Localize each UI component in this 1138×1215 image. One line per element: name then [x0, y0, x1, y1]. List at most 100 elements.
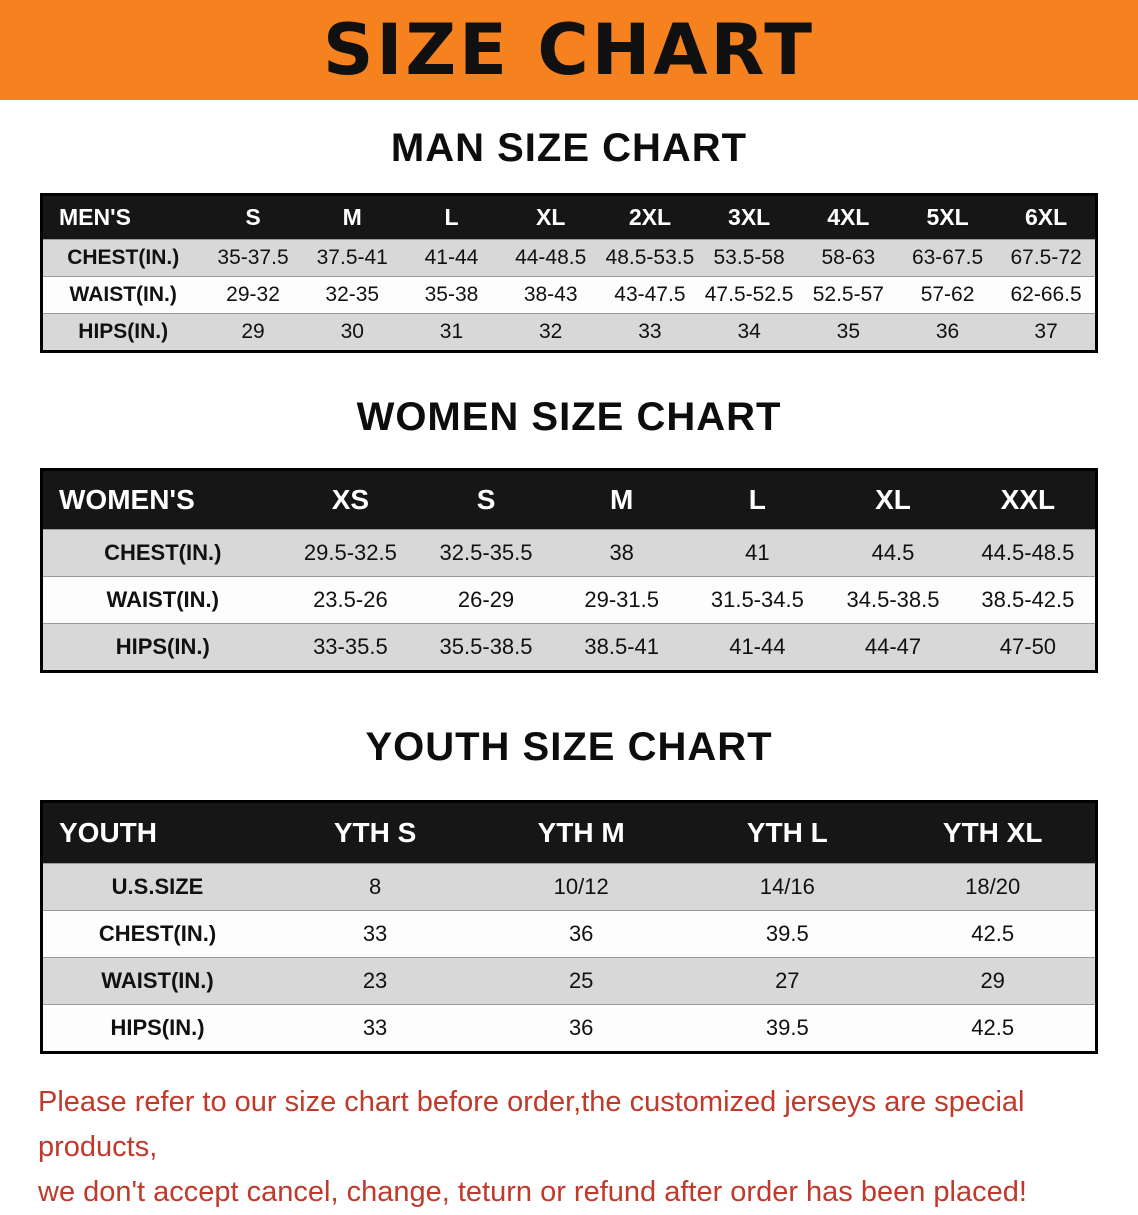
size-column-header: XXL	[960, 469, 1097, 530]
data-cell: 36	[568, 1015, 594, 1040]
row-label: HIPS(IN.)	[115, 634, 210, 659]
men-size-chart-table: MEN'S S M L XL 2XL 3XL 4XL 5XL 6XL CHEST(IN.) 35-37…	[40, 193, 1098, 353]
header-row: YOUTH YTH S YTH M YTH L YTH XL	[41, 801, 1097, 864]
data-cell: 42.5	[971, 1015, 1015, 1040]
table-row: WAIST(IN.) 23.5-26 26-29 29-31.5 31.5-34.5 34…	[41, 576, 1097, 624]
row-label: WAIST(IN.)	[69, 283, 177, 306]
row-label: WAIST(IN.)	[106, 587, 219, 612]
data-cell: 39.5	[765, 921, 809, 946]
data-cell: 63-67.5	[911, 246, 984, 269]
data-cell: 36	[935, 320, 960, 343]
data-cell: 35	[836, 320, 861, 343]
data-cell: 32-35	[325, 283, 380, 306]
size-column-header: M	[553, 469, 690, 530]
data-cell: 38.5-41	[584, 634, 659, 659]
data-cell: 62-66.5	[1010, 283, 1082, 306]
size-column-header: 6XL	[997, 194, 1097, 240]
disclaimer-line-2: we don't accept cancel, change, teturn o…	[38, 1175, 1027, 1208]
size-column-header: YTH M	[478, 801, 685, 864]
data-cell: 35-37.5	[217, 246, 289, 269]
size-column-header: XS	[282, 469, 419, 530]
women-section: WOMEN SIZE CHART WOMEN'S XS S M L XL XXL CHEST(…	[0, 353, 1138, 673]
row-label: WAIST(IN.)	[101, 968, 214, 993]
data-cell: 25	[568, 968, 594, 993]
size-column-header: M	[302, 194, 402, 240]
data-cell: 18/20	[965, 874, 1021, 899]
data-cell: 34.5-38.5	[846, 587, 940, 612]
data-cell: 38.5-42.5	[981, 587, 1075, 612]
youth-size-chart-table: YOUTH YTH S YTH M YTH L YTH XL U.S.SIZE 8 10/12…	[40, 800, 1098, 1054]
size-column-header: 4XL	[798, 194, 898, 240]
page-title: SIZE CHART	[322, 9, 816, 91]
disclaimer-line-1: Please refer to our size chart before or…	[38, 1086, 1025, 1163]
data-cell: 41	[745, 540, 770, 565]
data-cell: 14/16	[759, 874, 815, 899]
data-cell: 34	[737, 320, 761, 343]
data-cell: 44-47	[864, 634, 922, 659]
table-row: CHEST(IN.) 29.5-32.5 32.5-35.5 38 41 44.5 44.5…	[41, 529, 1097, 577]
table-row: U.S.SIZE 8 10/12 14/16 18/20	[41, 863, 1097, 911]
table-corner-label: YOUTH	[41, 801, 272, 864]
data-cell: 29	[241, 320, 265, 343]
title-banner: SIZE CHART	[0, 0, 1138, 100]
size-column-header: YTH XL	[890, 801, 1097, 864]
data-cell: 23.5-26	[313, 587, 388, 612]
data-cell: 37.5-41	[316, 246, 388, 269]
data-cell: 33	[362, 1015, 388, 1040]
table-row: HIPS(IN.) 33-35.5 35.5-38.5 38.5-41 41-44 44-…	[41, 623, 1097, 672]
data-cell: 32.5-35.5	[439, 540, 533, 565]
data-cell: 35-38	[424, 283, 479, 306]
data-cell: 44.5	[871, 540, 915, 565]
data-cell: 47.5-52.5	[704, 283, 794, 306]
data-cell: 44.5-48.5	[981, 540, 1075, 565]
size-column-header: YTH S	[272, 801, 479, 864]
header-row: MEN'S S M L XL 2XL 3XL 4XL 5XL 6XL	[41, 194, 1097, 240]
size-column-header: 2XL	[600, 194, 700, 240]
row-label: HIPS(IN.)	[78, 320, 169, 343]
data-cell: 29-32	[226, 283, 280, 306]
data-cell: 23	[362, 968, 388, 993]
table-row: HIPS(IN.) 29 30 31 32 33 34 35 36 37	[41, 313, 1097, 352]
youth-size-chart: YOUTH YTH S YTH M YTH L YTH XL U.S.SIZE 8 10/12…	[0, 800, 1138, 1054]
data-cell: 33-35.5	[313, 634, 388, 659]
women-size-chart-table: WOMEN'S XS S M L XL XXL CHEST(IN.) 29.5-32.5 32.5…	[40, 468, 1098, 673]
table-corner-label: WOMEN'S	[41, 469, 283, 530]
row-label: HIPS(IN.)	[110, 1015, 205, 1040]
data-cell: 32	[539, 320, 563, 343]
data-cell: 41-44	[729, 634, 786, 659]
data-cell: 37	[1034, 320, 1058, 343]
data-cell: 39.5	[765, 1015, 809, 1040]
data-cell: 26-29	[457, 587, 515, 612]
data-cell: 57-62	[920, 283, 975, 306]
data-cell: 52.5-57	[812, 283, 884, 306]
table-row: WAIST(IN.) 29-32 32-35 35-38 38-43 43-47.5 47.…	[41, 276, 1097, 314]
data-cell: 53.5-58	[713, 246, 785, 269]
data-cell: 8	[368, 874, 382, 899]
data-cell: 30	[340, 320, 364, 343]
data-cell: 35.5-38.5	[439, 634, 533, 659]
data-cell: 27	[775, 968, 800, 993]
women-size-chart: WOMEN'S XS S M L XL XXL CHEST(IN.) 29.5-32.5 32.5…	[0, 468, 1138, 673]
data-cell: 43-47.5	[614, 283, 686, 306]
men-section-heading: MAN SIZE CHART	[390, 126, 748, 170]
table-row: HIPS(IN.) 33 36 39.5 42.5	[41, 1004, 1097, 1053]
content: MAN SIZE CHART MEN'S S M L XL 2XL 3XL 4XL 5XL 6XL…	[0, 100, 1138, 1215]
disclaimer-text: Please refer to our size chart before or…	[0, 1080, 1138, 1215]
data-cell: 29.5-32.5	[303, 540, 397, 565]
data-cell: 33	[638, 320, 662, 343]
row-label: U.S.SIZE	[111, 874, 204, 899]
data-cell: 33	[362, 921, 388, 946]
table-row: CHEST(IN.) 33 36 39.5 42.5	[41, 910, 1097, 958]
men-size-chart: MEN'S S M L XL 2XL 3XL 4XL 5XL 6XL CHEST(IN.) 35-37…	[0, 193, 1138, 353]
youth-section-heading: YOUTH SIZE CHART	[365, 725, 773, 769]
size-column-header: XL	[825, 469, 961, 530]
data-cell: 38	[609, 540, 634, 565]
data-cell: 47-50	[999, 634, 1057, 659]
size-column-header: L	[689, 469, 826, 530]
data-cell: 29-31.5	[584, 587, 659, 612]
size-column-header: L	[401, 194, 502, 240]
size-column-header: XL	[501, 194, 601, 240]
table-row: CHEST(IN.) 35-37.5 37.5-41 41-44 44-48.5 48.5…	[41, 239, 1097, 277]
men-section: MAN SIZE CHART MEN'S S M L XL 2XL 3XL 4XL 5XL 6XL…	[0, 100, 1138, 353]
youth-section: YOUTH SIZE CHART YOUTH YTH S YTH M YTH L YTH…	[0, 673, 1138, 1054]
